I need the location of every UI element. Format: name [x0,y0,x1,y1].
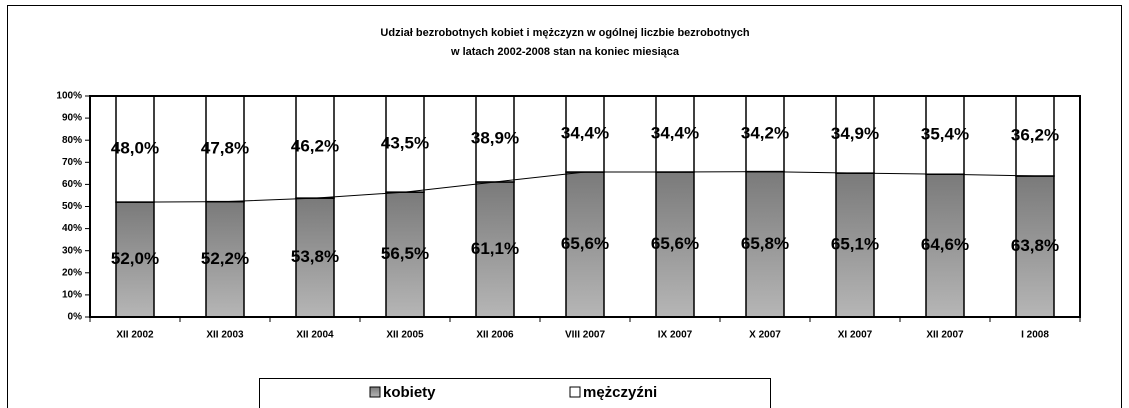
value-label: 38,9% [471,128,519,147]
x-tick-label: XII 2002 [116,330,154,341]
y-tick-label: 30% [62,245,82,256]
x-tick-label: XII 2007 [926,330,964,341]
y-tick-label: 90% [62,113,82,124]
value-label: 64,6% [921,235,969,254]
bar-segment [925,173,965,318]
value-label: 65,1% [831,235,879,254]
value-label: 46,2% [291,137,339,156]
series-line [134,171,1036,203]
value-label: 52,2% [201,249,249,268]
x-tick-label: X 2007 [749,330,781,341]
y-tick-label: 50% [62,201,82,212]
legend-box [259,378,771,408]
value-label: 52,0% [111,249,159,268]
value-label: 34,9% [831,124,879,143]
value-label: 36,2% [1011,125,1059,144]
bar-segment [205,95,245,203]
value-label: 48,0% [111,139,159,158]
value-label: 65,6% [651,234,699,253]
bar-segment [835,172,875,318]
y-tick-label: 40% [62,223,82,234]
bar-segment [925,95,965,175]
value-label: 65,8% [741,234,789,253]
value-label: 63,8% [1011,236,1059,255]
y-tick-label: 80% [62,135,82,146]
bar-segment [295,197,335,318]
x-tick-label: XI 2007 [838,330,873,341]
legend-label: kobiety [383,384,436,401]
x-tick-label: XII 2004 [296,330,334,341]
y-tick-label: 20% [62,267,82,278]
x-tick-label: VIII 2007 [565,330,605,341]
bar-segment [385,191,425,318]
x-tick-label: XII 2003 [206,330,244,341]
x-tick-label: I 2008 [1021,330,1049,341]
value-label: 65,6% [561,234,609,253]
value-label: 35,4% [921,125,969,144]
bar-segment [205,200,245,318]
value-label: 56,5% [381,244,429,263]
value-label: 43,5% [381,134,429,153]
bar-segment [475,181,515,318]
x-tick-label: IX 2007 [658,330,693,341]
y-tick-label: 10% [62,290,82,301]
y-tick-label: 0% [68,312,83,323]
x-tick-label: XII 2006 [476,330,514,341]
legend-swatch [569,386,581,398]
bar-segment [655,171,695,318]
x-tick-label: XII 2005 [386,330,424,341]
value-label: 47,8% [201,138,249,157]
y-tick-label: 70% [62,157,82,168]
value-label: 34,4% [651,123,699,142]
value-label: 34,2% [741,123,789,142]
legend-swatch [369,386,381,398]
y-tick-label: 100% [56,91,82,102]
value-label: 61,1% [471,239,519,258]
legend-label: mężczyźni [583,384,657,401]
chart-subtitle: w latach 2002-2008 stan na koniec miesią… [450,46,680,58]
plot-frame [89,95,1081,318]
bar-segment [1015,95,1055,177]
y-tick-label: 60% [62,179,82,190]
bar-segment [295,95,335,199]
bar-segment [1015,175,1055,318]
value-label: 34,4% [561,123,609,142]
bar-segment [655,95,695,173]
value-label: 53,8% [291,247,339,266]
chart-title: Udział bezrobotnych kobiet i mężczyzn w … [380,27,749,39]
